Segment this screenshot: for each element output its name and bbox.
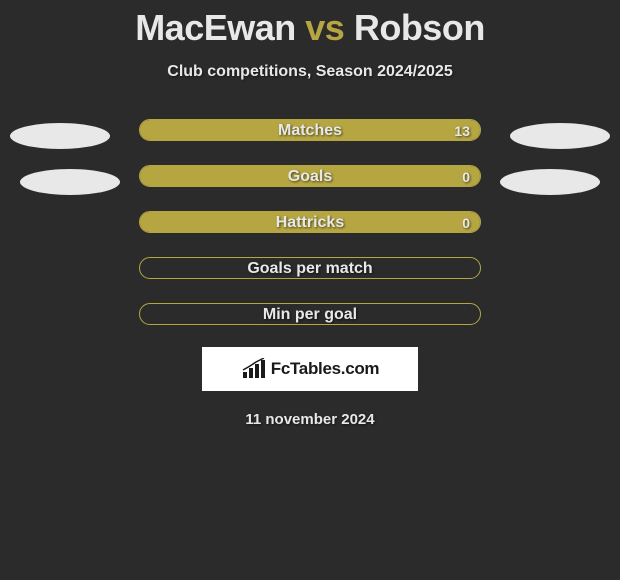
decoration-ellipse-left (20, 169, 120, 195)
branding-box: FcTables.com (202, 347, 418, 391)
stat-row: Goals0 (0, 165, 620, 187)
stat-label: Matches (140, 120, 480, 141)
stat-bar: Hattricks0 (139, 211, 481, 233)
stat-bar: Goals0 (139, 165, 481, 187)
stat-bar: Matches13 (139, 119, 481, 141)
stat-row: Goals per match (0, 257, 620, 279)
stats-list: Matches13Goals0Hattricks0Goals per match… (0, 119, 620, 325)
stat-row: Matches13 (0, 119, 620, 141)
stat-row: Min per goal (0, 303, 620, 325)
stat-row: Hattricks0 (0, 211, 620, 233)
player2-name: Robson (354, 7, 485, 48)
page-title: MacEwan vs Robson (135, 7, 485, 49)
player1-name: MacEwan (135, 7, 296, 48)
stat-label: Goals per match (140, 258, 480, 279)
stat-bar: Goals per match (139, 257, 481, 279)
stat-label: Goals (140, 166, 480, 187)
footer-date: 11 november 2024 (245, 411, 374, 428)
stat-label: Hattricks (140, 212, 480, 233)
stat-label: Min per goal (140, 304, 480, 325)
stat-value-right: 0 (462, 212, 470, 233)
bars-icon (241, 358, 267, 380)
stat-bar: Min per goal (139, 303, 481, 325)
stat-value-right: 0 (462, 166, 470, 187)
decoration-ellipse-right (500, 169, 600, 195)
stat-value-right: 13 (454, 120, 470, 141)
subtitle: Club competitions, Season 2024/2025 (167, 63, 452, 81)
comparison-infographic: MacEwan vs Robson Club competitions, Sea… (0, 0, 620, 428)
vs-text: vs (305, 7, 344, 48)
decoration-ellipse-left (10, 123, 110, 149)
decoration-ellipse-right (510, 123, 610, 149)
branding-text: FcTables.com (271, 359, 380, 379)
